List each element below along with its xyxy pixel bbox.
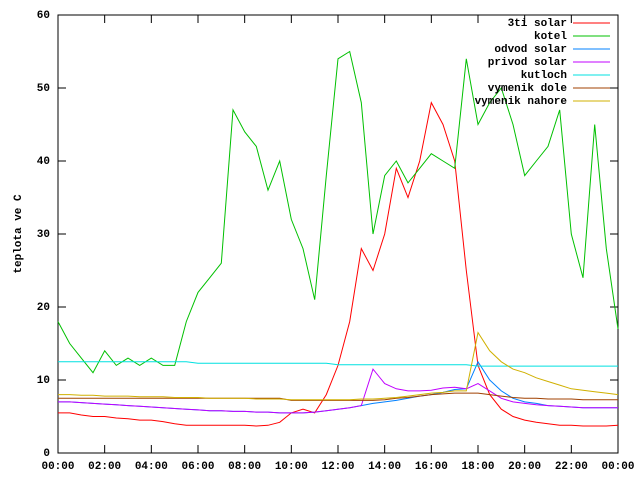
series-line bbox=[58, 331, 619, 401]
series-line bbox=[58, 361, 618, 367]
series-line bbox=[58, 368, 618, 414]
y-tick-label: 50 bbox=[37, 83, 50, 95]
legend-label: vymenik dole bbox=[488, 83, 568, 95]
y-tick-label: 20 bbox=[37, 302, 50, 314]
x-tick-label: 16:00 bbox=[415, 461, 448, 473]
legend-label: kotel bbox=[534, 31, 567, 43]
y-tick-label: 0 bbox=[43, 448, 50, 460]
y-tick-label: 40 bbox=[37, 156, 50, 168]
x-tick-label: 00:00 bbox=[601, 461, 634, 473]
x-tick-label: 10:00 bbox=[275, 461, 308, 473]
y-axis-label: teplota ve C bbox=[13, 194, 25, 274]
y-tick-label: 30 bbox=[37, 229, 50, 241]
x-tick-label: 14:00 bbox=[368, 461, 401, 473]
x-tick-label: 18:00 bbox=[461, 461, 494, 473]
x-tick-label: 20:00 bbox=[508, 461, 541, 473]
x-tick-label: 06:00 bbox=[181, 461, 214, 473]
legend-label: kutloch bbox=[521, 70, 567, 82]
x-tick-label: 04:00 bbox=[135, 461, 168, 473]
plot-frame bbox=[57, 14, 619, 454]
y-tick-label: 60 bbox=[37, 10, 50, 22]
x-tick-label: 00:00 bbox=[41, 461, 74, 473]
series-line bbox=[58, 101, 619, 427]
legend-label: vymenik nahore bbox=[475, 96, 568, 108]
x-tick-label: 22:00 bbox=[555, 461, 588, 473]
legend-label: odvod solar bbox=[494, 44, 567, 56]
legend-label: privod solar bbox=[488, 57, 567, 69]
y-tick-label: 10 bbox=[37, 375, 50, 387]
legend-label: 3ti solar bbox=[508, 18, 567, 30]
x-tick-label: 12:00 bbox=[321, 461, 354, 473]
series-line bbox=[58, 392, 618, 401]
series-line bbox=[57, 50, 619, 374]
x-tick-label: 08:00 bbox=[228, 461, 261, 473]
x-tick-label: 02:00 bbox=[88, 461, 121, 473]
